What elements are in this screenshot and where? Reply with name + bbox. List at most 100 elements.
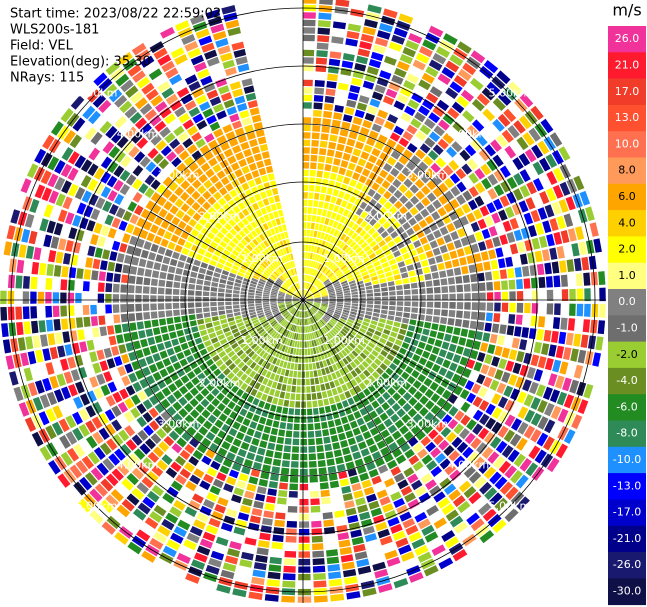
range-gate xyxy=(174,174,185,185)
range-gate xyxy=(530,412,542,427)
range-gate xyxy=(391,34,406,45)
range-gate xyxy=(357,238,365,246)
range-gate xyxy=(191,326,199,333)
range-gate xyxy=(85,364,95,377)
range-gate xyxy=(257,244,264,252)
range-gate xyxy=(542,436,555,451)
range-gate xyxy=(329,319,336,325)
range-gate xyxy=(202,531,216,542)
range-gate xyxy=(220,490,232,500)
range-gate xyxy=(118,429,130,442)
range-gate xyxy=(472,456,485,469)
range-gate xyxy=(180,191,190,202)
range-gate xyxy=(324,217,330,225)
range-gate xyxy=(390,263,399,271)
range-gate xyxy=(321,297,329,300)
range-gate xyxy=(314,185,321,193)
range-gate xyxy=(309,332,313,340)
range-gate xyxy=(382,503,394,513)
range-gate xyxy=(322,360,328,367)
range-gate xyxy=(157,54,172,66)
range-gate xyxy=(362,321,370,327)
range-gate xyxy=(335,307,343,312)
range-gate xyxy=(506,231,516,244)
range-gate xyxy=(77,366,88,379)
range-gate xyxy=(275,202,282,210)
range-gate xyxy=(437,523,452,536)
range-gate xyxy=(150,278,158,287)
range-gate xyxy=(211,316,219,322)
range-gate xyxy=(410,479,423,491)
range-gate xyxy=(338,332,345,339)
range-gate xyxy=(308,325,311,333)
range-gate xyxy=(408,270,416,277)
range-gate xyxy=(222,59,235,69)
range-gate xyxy=(523,394,534,407)
range-gate xyxy=(69,464,83,479)
range-gate xyxy=(285,301,292,304)
range-gate xyxy=(372,514,385,525)
range-gate xyxy=(461,130,474,143)
range-gate xyxy=(342,311,349,316)
range-gate xyxy=(280,368,286,376)
range-gate xyxy=(317,272,323,279)
range-gate xyxy=(299,290,302,297)
range-gate xyxy=(368,444,379,454)
range-gate xyxy=(432,199,442,210)
range-gate xyxy=(507,268,515,279)
range-gate xyxy=(345,202,353,211)
range-gate xyxy=(250,280,258,285)
range-gate xyxy=(299,303,302,310)
range-gate xyxy=(499,165,511,178)
range-gate xyxy=(371,275,378,281)
range-gate xyxy=(437,73,451,85)
range-gate xyxy=(168,265,176,274)
range-gate xyxy=(135,276,144,285)
range-gate xyxy=(240,264,248,271)
range-gate xyxy=(354,274,362,280)
range-gate xyxy=(475,331,483,341)
range-gate xyxy=(254,324,262,330)
range-gate xyxy=(185,573,200,584)
range-gate xyxy=(248,327,256,334)
range-gate xyxy=(497,92,512,106)
range-gate xyxy=(326,458,335,467)
range-gate xyxy=(295,292,301,298)
range-gate xyxy=(282,407,289,415)
range-gate xyxy=(278,266,284,274)
range-gate xyxy=(426,504,439,517)
range-gate xyxy=(216,110,227,120)
range-gate xyxy=(306,282,309,290)
range-gate xyxy=(303,303,306,311)
range-gate xyxy=(176,368,186,378)
range-gate xyxy=(321,294,328,297)
range-gate xyxy=(113,273,121,283)
range-gate xyxy=(293,295,300,299)
range-gate xyxy=(313,292,320,296)
range-gate xyxy=(310,162,317,170)
range-gate xyxy=(389,296,396,301)
range-gate xyxy=(306,401,312,408)
range-gate xyxy=(248,309,256,313)
range-gate xyxy=(349,84,361,94)
range-gate xyxy=(265,311,272,316)
range-gate xyxy=(407,473,419,484)
range-gate xyxy=(34,148,47,164)
range-gate xyxy=(215,359,224,367)
range-gate xyxy=(290,468,299,476)
range-gate xyxy=(181,67,195,79)
range-gate xyxy=(403,178,413,188)
range-gate xyxy=(227,155,237,165)
range-gate xyxy=(362,233,371,241)
range-gate xyxy=(166,365,175,374)
range-gate xyxy=(374,330,382,337)
range-gate xyxy=(254,193,262,202)
range-gate xyxy=(361,168,371,177)
range-gate xyxy=(111,130,124,144)
range-gate xyxy=(425,92,439,104)
range-gate xyxy=(197,443,208,454)
range-gate xyxy=(185,185,196,195)
range-gate xyxy=(240,291,248,295)
range-gate xyxy=(326,549,339,557)
range-gate xyxy=(371,451,382,461)
